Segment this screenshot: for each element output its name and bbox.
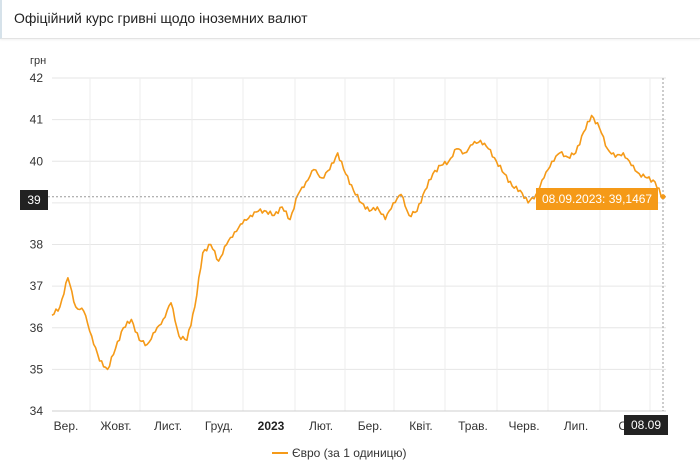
chart-tooltip: 08.09.2023: 39,1467 [536,188,659,210]
x-tick-label: Бер. [358,419,383,433]
x-tick-label: 2023 [258,419,285,433]
x-tick-label: Черв. [508,419,539,433]
y-tick-label: 42 [30,71,44,85]
y-tick-label: 40 [30,154,44,168]
series-line-euro [51,114,664,371]
x-tick-label: Квіт. [409,419,433,433]
y-tick-label: 34 [30,404,44,418]
x-tick-label: Трав. [458,419,488,433]
x-tick-label: Вер. [54,419,79,433]
y-tick-label: 36 [30,321,44,335]
crosshair-y-label: 39 [20,190,48,210]
y-tick-label: 41 [30,113,44,127]
page-header: Офіційний курс гривні щодо іноземних вал… [0,0,700,39]
legend-line-icon [272,452,288,454]
x-tick-label: Лист. [154,419,182,433]
y-tick-label: 37 [30,279,44,293]
x-tick-label: Жовт. [100,419,131,433]
page-title: Офіційний курс гривні щодо іноземних вал… [14,10,308,26]
legend-label: Євро (за 1 одиницю) [292,446,407,460]
x-tick-label: Груд. [205,419,233,433]
x-tick-label: Лют. [309,419,333,433]
y-tick-label: 38 [30,238,44,252]
crosshair-x-label: 08.09 [624,415,668,435]
y-tick-label: 35 [30,362,44,376]
crosshair-point [660,194,666,200]
x-tick-label: Лип. [564,419,588,433]
y-axis-unit-label: грн [30,55,47,67]
chart-legend[interactable]: Євро (за 1 одиницю) [272,446,407,460]
